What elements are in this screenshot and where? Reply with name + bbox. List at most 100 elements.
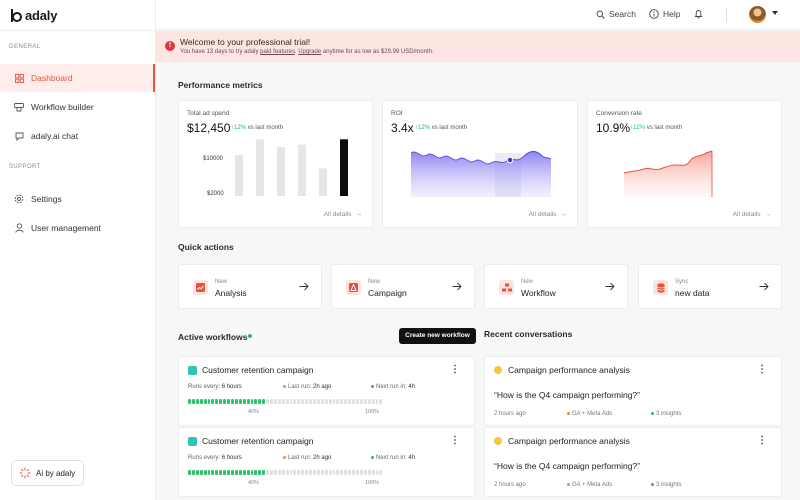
all-details-link[interactable]: All details →	[529, 211, 567, 218]
ai-by-adaly-button[interactable]: Ai by adaly	[11, 460, 84, 486]
quick-action-kicker: New	[521, 279, 534, 285]
sidebar-item-label: User management	[31, 223, 101, 233]
workflow-card[interactable]: Customer retention campaign ⋮ Runs every…	[178, 356, 475, 426]
sidebar-item-user-management[interactable]: User management	[0, 214, 155, 242]
progress-segment	[379, 470, 383, 475]
all-details-label: All details	[528, 211, 557, 218]
progress-segment	[313, 399, 316, 404]
progress-segment	[305, 470, 309, 475]
delta-value: 12%	[633, 125, 646, 131]
progress-segment	[215, 399, 219, 404]
sparkle-icon	[19, 467, 31, 479]
workflow-runs: Runs every: 6 hours	[188, 455, 242, 461]
quick-action-title: Workflow	[521, 288, 556, 298]
progress-segment	[266, 470, 270, 475]
meta-value: 2h ago	[313, 384, 332, 390]
progress-segment	[258, 399, 262, 404]
progress-segment	[355, 399, 359, 404]
delta-up: ↑12%	[231, 125, 247, 131]
meta-value: 4h	[408, 384, 416, 390]
quick-action-new-campaign[interactable]: New Campaign	[331, 264, 475, 309]
sidebar-item-dashboard[interactable]: Dashboard	[0, 64, 155, 92]
search-icon	[596, 10, 605, 19]
help-button[interactable]: Help	[649, 9, 680, 19]
app-logo[interactable]: adaly	[9, 7, 57, 23]
conversation-card[interactable]: Campaign performance analysis ⋮ “How is …	[484, 356, 782, 426]
sidebar-item-workflow-builder[interactable]: Workflow builder	[0, 93, 155, 121]
more-options-icon[interactable]: ⋮	[757, 435, 767, 446]
progress-segment	[242, 399, 246, 404]
quick-action-new-analysis[interactable]: New Analysis	[178, 264, 322, 309]
progress-segment	[305, 399, 309, 404]
quick-action-kicker: Sync	[675, 279, 689, 285]
progress-segment	[188, 470, 191, 475]
conversion-area	[624, 151, 712, 197]
progress-segment	[344, 399, 348, 404]
sidebar-item-chat[interactable]: adaly.ai chat	[0, 122, 155, 150]
progress-segment	[336, 399, 340, 404]
delta-value: 12%	[418, 125, 431, 131]
quick-action-title: Analysis	[215, 288, 247, 298]
progress-segment	[320, 399, 324, 404]
progress-segment	[203, 399, 207, 404]
progress-segment	[355, 470, 359, 475]
workflow-icon	[188, 437, 197, 446]
progress-segment	[293, 399, 297, 404]
progress-segment	[313, 470, 316, 475]
roi-area-chart	[411, 150, 551, 197]
avatar[interactable]	[749, 6, 766, 23]
progress-segment	[297, 470, 301, 475]
progress-segment	[352, 399, 355, 404]
metric-label: ROI	[391, 110, 403, 117]
paid-features-link[interactable]: paid features	[260, 49, 295, 55]
bar	[256, 139, 264, 196]
all-details-link[interactable]: All details →	[733, 211, 771, 218]
progress-segment	[188, 399, 191, 404]
progress-segment	[371, 399, 375, 404]
progress-segment	[309, 470, 312, 475]
sidebar: adaly GENERAL Dashboard Workflow builder…	[0, 0, 156, 500]
search-label: Search	[609, 9, 636, 19]
progress-segment	[191, 399, 195, 404]
general-section-label: GENERAL	[9, 44, 41, 50]
progress-segment	[238, 399, 242, 404]
metric-delta: ↑12% vs last month	[415, 125, 467, 131]
chevron-down-icon[interactable]	[772, 11, 778, 15]
top-bar: Search Help	[156, 0, 800, 30]
progress-segment	[379, 399, 383, 404]
sidebar-item-settings[interactable]: Settings	[0, 185, 155, 213]
progress-segment	[227, 399, 230, 404]
meta-value: 4h	[408, 455, 416, 461]
progress-segment	[285, 470, 289, 475]
upgrade-link[interactable]: Upgrade	[298, 49, 322, 55]
search-button[interactable]: Search	[596, 9, 636, 19]
quick-action-new-workflow[interactable]: New Workflow	[484, 264, 628, 309]
workflow-card[interactable]: Customer retention campaign ⋮ Runs every…	[178, 427, 475, 497]
progress-segment	[320, 470, 324, 475]
more-options-icon[interactable]: ⋮	[450, 435, 460, 446]
workflow-title: Customer retention campaign	[202, 436, 314, 446]
more-options-icon[interactable]: ⋮	[450, 364, 460, 375]
progress-segment	[199, 399, 203, 404]
progress-segment	[191, 470, 195, 475]
conversation-card[interactable]: Campaign performance analysis ⋮ “How is …	[484, 427, 782, 497]
progress-segment	[344, 470, 348, 475]
all-details-link[interactable]: All details →	[324, 211, 362, 218]
progress-segment	[367, 399, 371, 404]
banner-subtitle: You have 13 days to try adaly paid featu…	[180, 49, 434, 55]
create-workflow-button[interactable]: Create new workflow	[399, 328, 476, 344]
conversation-source: GA + Meta Ads	[567, 482, 612, 488]
quick-action-sync-data[interactable]: Sync new data	[638, 264, 782, 309]
progress-segment	[363, 470, 367, 475]
chat-bubble-icon	[494, 437, 502, 445]
notifications-button[interactable]	[694, 9, 703, 19]
bar	[277, 147, 285, 196]
progress-segment	[262, 399, 266, 404]
more-options-icon[interactable]: ⋮	[757, 364, 767, 375]
arrow-right-icon: →	[355, 211, 363, 218]
progress-segment	[246, 470, 250, 475]
insights-label: 3 insights	[656, 411, 682, 417]
quick-actions-heading: Quick actions	[178, 242, 234, 252]
gear-icon	[14, 194, 24, 204]
progress-segment	[250, 399, 254, 404]
